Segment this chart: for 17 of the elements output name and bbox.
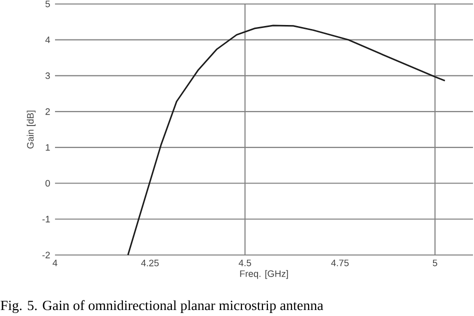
- y-tick-label: 5: [45, 0, 50, 8]
- y-tick-label: 4: [45, 36, 50, 44]
- y-tick-label: 3: [45, 72, 50, 79]
- caption: Fig. 5. Gain of omnidirectional planar microstrip antenna: [0, 300, 324, 314]
- x-tick-label: 4: [52, 260, 58, 266]
- y-tick-label: 2: [46, 108, 50, 115]
- y-tick-label: -1: [42, 216, 50, 222]
- y-tick-label: -2: [42, 252, 50, 258]
- line-series: [127, 24, 446, 256]
- y-tick-label: 1: [46, 144, 50, 151]
- y-axis-title: Gain [dB]: [26, 110, 36, 148]
- y-tick-label: 0: [45, 180, 50, 187]
- x-tick-label: 5: [432, 260, 438, 266]
- x-tick-label: 4.75: [331, 260, 349, 266]
- x-axis-title: Freq. [GHz]: [240, 270, 288, 279]
- x-tick-label: 4.5: [238, 260, 252, 266]
- x-tick-label: 4.25: [141, 260, 159, 266]
